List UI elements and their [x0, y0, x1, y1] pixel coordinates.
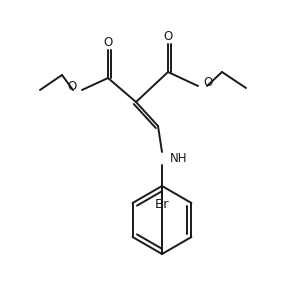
- Text: O: O: [103, 35, 113, 49]
- Text: Br: Br: [155, 198, 169, 210]
- Text: O: O: [68, 80, 77, 92]
- Text: O: O: [203, 75, 212, 89]
- Text: NH: NH: [170, 151, 187, 164]
- Text: O: O: [163, 30, 173, 43]
